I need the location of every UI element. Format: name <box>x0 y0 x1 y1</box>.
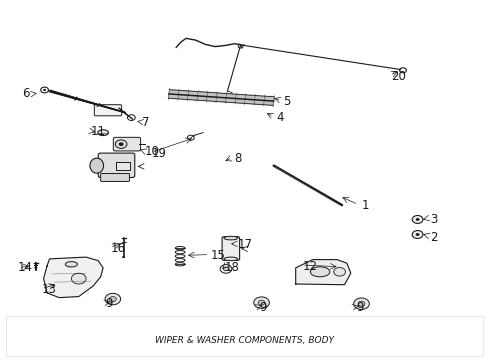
Text: 1: 1 <box>361 199 368 212</box>
Ellipse shape <box>90 158 103 173</box>
Text: 5: 5 <box>283 95 290 108</box>
Bar <box>116 162 130 170</box>
Circle shape <box>415 233 419 236</box>
FancyBboxPatch shape <box>101 174 129 181</box>
Ellipse shape <box>224 236 237 240</box>
Circle shape <box>71 273 86 284</box>
Ellipse shape <box>310 267 329 277</box>
Ellipse shape <box>98 130 108 135</box>
Text: 2: 2 <box>429 231 436 244</box>
Circle shape <box>357 301 364 306</box>
Circle shape <box>109 297 116 302</box>
FancyBboxPatch shape <box>113 137 141 151</box>
Text: 9: 9 <box>259 301 266 314</box>
Ellipse shape <box>65 262 77 267</box>
Circle shape <box>411 230 422 238</box>
Circle shape <box>43 89 46 91</box>
Text: 12: 12 <box>303 260 317 273</box>
Text: 16: 16 <box>110 242 125 255</box>
Circle shape <box>353 298 368 310</box>
Text: 9: 9 <box>105 297 113 310</box>
Text: 18: 18 <box>224 261 240 274</box>
Polygon shape <box>43 257 103 298</box>
Circle shape <box>34 266 37 269</box>
Text: 6: 6 <box>22 87 30 100</box>
Ellipse shape <box>224 257 237 261</box>
Circle shape <box>220 265 231 273</box>
Circle shape <box>223 267 228 271</box>
Circle shape <box>115 140 127 148</box>
Text: 7: 7 <box>142 116 149 129</box>
Text: 17: 17 <box>237 238 252 251</box>
FancyBboxPatch shape <box>98 153 135 177</box>
FancyBboxPatch shape <box>94 105 122 116</box>
Text: 3: 3 <box>429 213 436 226</box>
Circle shape <box>253 297 269 309</box>
FancyBboxPatch shape <box>222 237 239 260</box>
Polygon shape <box>168 90 274 105</box>
Circle shape <box>411 216 422 224</box>
Circle shape <box>333 267 345 276</box>
Text: 11: 11 <box>91 125 106 138</box>
Text: 10: 10 <box>144 145 159 158</box>
Text: 9: 9 <box>356 301 364 314</box>
Text: WIPER & WASHER COMPONENTS, BODY: WIPER & WASHER COMPONENTS, BODY <box>155 336 333 345</box>
Circle shape <box>122 256 125 258</box>
Text: 13: 13 <box>42 283 57 296</box>
Circle shape <box>258 300 264 305</box>
Text: 4: 4 <box>276 111 283 124</box>
Text: 19: 19 <box>152 147 166 159</box>
Text: 15: 15 <box>210 249 225 262</box>
Circle shape <box>119 142 123 146</box>
Text: 8: 8 <box>234 152 242 165</box>
Circle shape <box>105 293 121 305</box>
Polygon shape <box>295 260 350 285</box>
Text: 14: 14 <box>18 261 33 274</box>
Circle shape <box>415 218 419 221</box>
Text: 20: 20 <box>390 69 405 82</box>
